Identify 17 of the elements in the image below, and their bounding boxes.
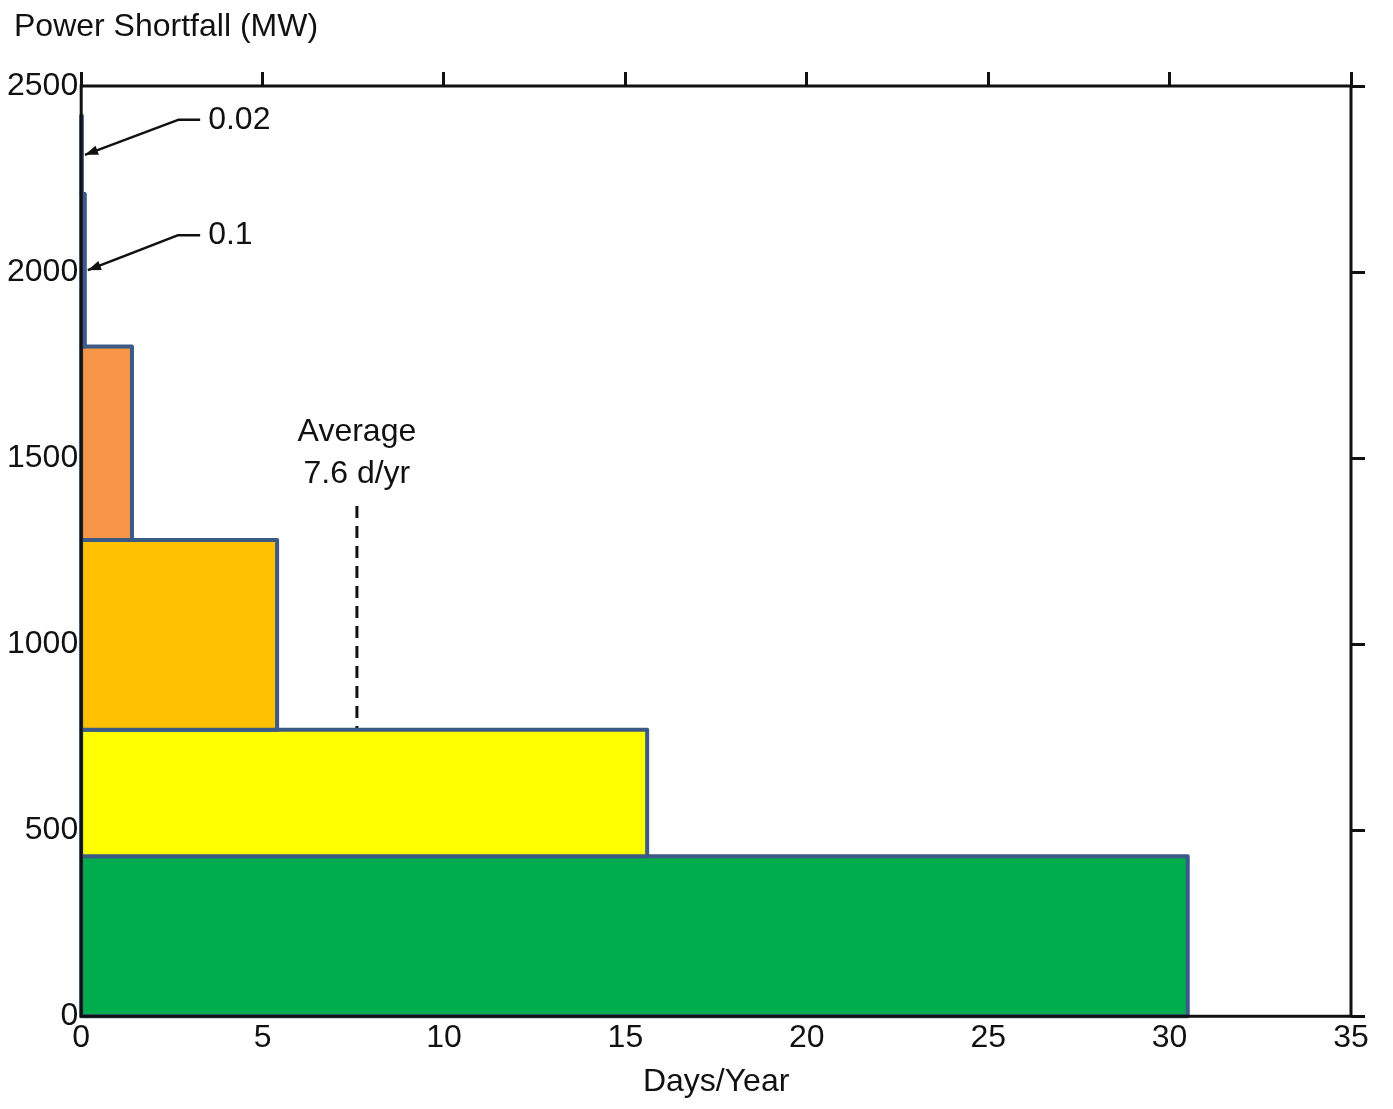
x-axis-title: Days/Year (642, 1061, 790, 1098)
y-tick-label: 2000 (7, 251, 79, 288)
y-axis-title: Power Shortfall (MW) (14, 7, 319, 43)
data-label: 0.1 (208, 215, 253, 252)
x-tick-label: 25 (970, 1018, 1006, 1055)
x-tick-label: 20 (789, 1018, 825, 1055)
y-tick-label: 500 (24, 809, 79, 846)
x-tick-label: 30 (1151, 1018, 1188, 1055)
y-tick-label: 2500 (7, 65, 79, 102)
x-tick-label: 10 (426, 1018, 462, 1055)
y-tick-label: 1000 (7, 623, 79, 660)
y-tick-label: 1500 (7, 437, 79, 474)
x-tick-label: 35 (1333, 1018, 1369, 1055)
x-tick-label: 5 (253, 1018, 272, 1055)
x-tick-label: 15 (607, 1018, 644, 1055)
data-label: 0.02 (208, 99, 271, 136)
ref-line-label: Average 7.6 d/yr (297, 412, 417, 490)
